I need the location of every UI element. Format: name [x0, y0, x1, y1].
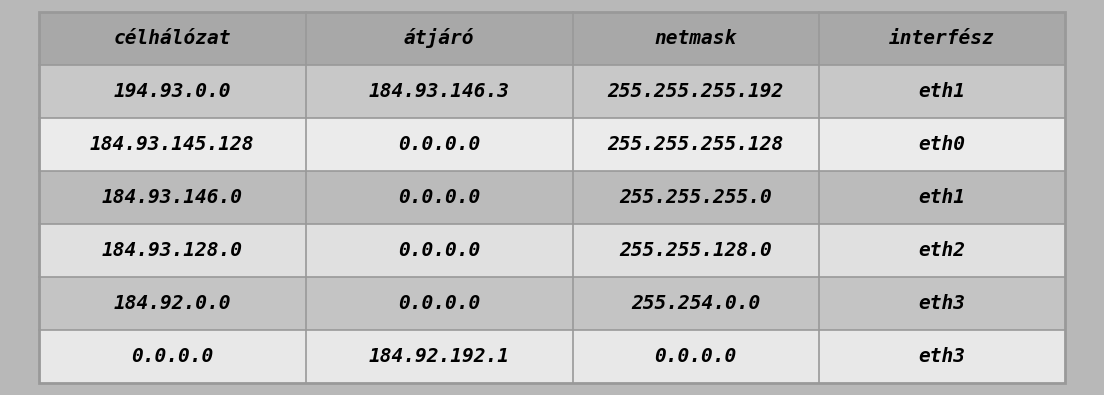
Bar	[39, 65, 1065, 118]
Text: 184.93.146.0: 184.93.146.0	[102, 188, 243, 207]
Bar	[39, 330, 1065, 383]
Text: átjáró: átjáró	[404, 28, 475, 48]
Text: 184.93.145.128: 184.93.145.128	[89, 135, 254, 154]
Text: 255.255.255.0: 255.255.255.0	[619, 188, 772, 207]
Text: eth3: eth3	[919, 294, 966, 313]
Text: eth1: eth1	[919, 82, 966, 101]
Text: eth2: eth2	[919, 241, 966, 260]
Text: 255.255.128.0: 255.255.128.0	[619, 241, 772, 260]
Text: 0.0.0.0: 0.0.0.0	[397, 294, 480, 313]
Text: 184.93.128.0: 184.93.128.0	[102, 241, 243, 260]
Text: 0.0.0.0: 0.0.0.0	[131, 347, 213, 366]
Text: 0.0.0.0: 0.0.0.0	[397, 135, 480, 154]
Text: 255.255.255.192: 255.255.255.192	[607, 82, 784, 101]
Text: 194.93.0.0: 194.93.0.0	[114, 82, 231, 101]
Bar	[39, 277, 1065, 330]
Text: 184.93.146.3: 184.93.146.3	[369, 82, 510, 101]
Text: 0.0.0.0: 0.0.0.0	[397, 241, 480, 260]
Text: célhálózat: célhálózat	[114, 29, 231, 48]
Bar	[39, 12, 1065, 65]
Text: 0.0.0.0: 0.0.0.0	[397, 188, 480, 207]
Text: 184.92.192.1: 184.92.192.1	[369, 347, 510, 366]
Bar	[39, 171, 1065, 224]
Text: 255.255.255.128: 255.255.255.128	[607, 135, 784, 154]
Bar	[39, 118, 1065, 171]
Text: 0.0.0.0: 0.0.0.0	[655, 347, 736, 366]
Text: 184.92.0.0: 184.92.0.0	[114, 294, 231, 313]
Text: eth1: eth1	[919, 188, 966, 207]
Text: eth3: eth3	[919, 347, 966, 366]
Text: 255.254.0.0: 255.254.0.0	[631, 294, 761, 313]
Text: interfész: interfész	[890, 29, 995, 48]
Text: netmask: netmask	[655, 29, 736, 48]
Bar	[39, 224, 1065, 277]
Text: eth0: eth0	[919, 135, 966, 154]
